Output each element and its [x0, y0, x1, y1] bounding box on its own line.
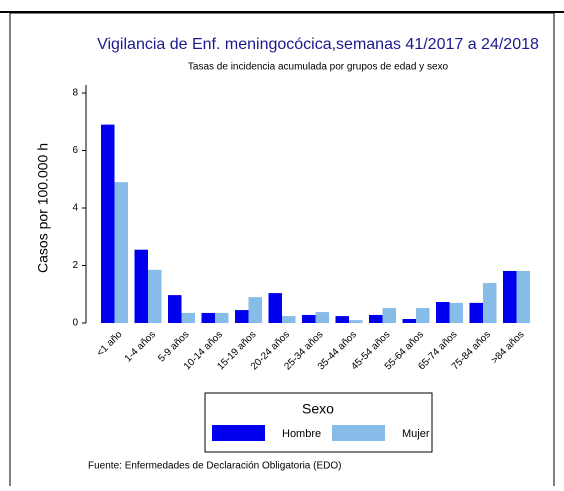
bar — [449, 302, 463, 323]
y-tick-label: 2 — [72, 260, 78, 271]
y-tick-label: 8 — [72, 88, 78, 99]
source-note: Fuente: Enfermedades de Declaración Obli… — [88, 461, 341, 472]
bar — [114, 182, 128, 323]
bar — [181, 312, 195, 323]
chart-subtitle: Tasas de incidencia acumulada por grupos… — [188, 62, 449, 73]
bar — [483, 283, 497, 323]
legend-title: Sexo — [302, 401, 334, 417]
bar — [248, 297, 262, 323]
bar — [335, 316, 349, 323]
bar — [436, 302, 450, 323]
bar — [503, 270, 517, 323]
frame — [9, 12, 555, 491]
legend-label: Mujer — [402, 428, 430, 440]
legend-swatch — [332, 425, 385, 441]
bar — [148, 269, 162, 323]
bar — [235, 310, 249, 323]
y-tick-label: 0 — [72, 318, 78, 329]
y-tick-label: 6 — [72, 145, 78, 156]
bar — [516, 270, 530, 323]
y-axis-label: Casos por 100.000 h — [35, 143, 51, 273]
bar — [268, 293, 282, 323]
bar — [302, 314, 316, 323]
y-tick-label: 4 — [72, 203, 78, 214]
legend — [204, 392, 433, 453]
bar — [201, 312, 215, 323]
bar — [282, 316, 296, 323]
bar — [349, 320, 363, 323]
bar — [416, 308, 430, 323]
bar — [369, 314, 383, 323]
x-tick-label: >84 años — [489, 329, 526, 366]
bar — [168, 295, 182, 323]
bar — [315, 312, 329, 323]
x-tick-label: 1-4 años — [123, 329, 158, 364]
bar — [402, 318, 416, 323]
x-tick-label: <1 año — [95, 329, 125, 359]
bar — [469, 302, 483, 323]
chart-title: Vigilancia de Enf. meningocócica,semanas… — [97, 36, 539, 53]
legend-swatch — [212, 425, 265, 441]
bar — [215, 312, 229, 323]
bar — [382, 308, 396, 323]
legend-label: Hombre — [282, 428, 321, 440]
bar — [134, 249, 148, 323]
bar — [101, 124, 115, 323]
